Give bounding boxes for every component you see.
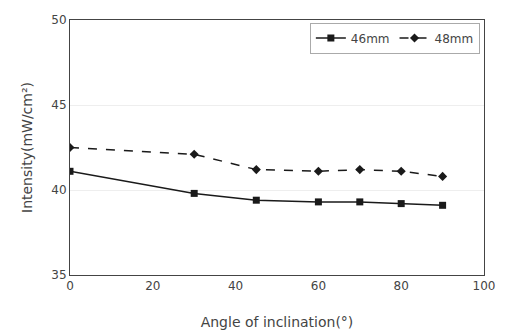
svg-text:46mm: 46mm	[351, 32, 390, 46]
svg-text:35: 35	[51, 268, 66, 282]
svg-text:Intensity(mW/cm²): Intensity(mW/cm²)	[19, 82, 35, 213]
svg-text:80: 80	[394, 279, 409, 293]
svg-text:45: 45	[51, 98, 66, 112]
svg-text:40: 40	[51, 183, 66, 197]
svg-text:Angle of inclination(°): Angle of inclination(°)	[201, 314, 354, 330]
svg-text:48mm: 48mm	[435, 32, 474, 46]
svg-text:0: 0	[66, 279, 74, 293]
svg-text:100: 100	[473, 279, 496, 293]
svg-text:20: 20	[145, 279, 160, 293]
svg-text:60: 60	[311, 279, 326, 293]
svg-text:50: 50	[51, 13, 66, 27]
svg-text:40: 40	[228, 279, 243, 293]
